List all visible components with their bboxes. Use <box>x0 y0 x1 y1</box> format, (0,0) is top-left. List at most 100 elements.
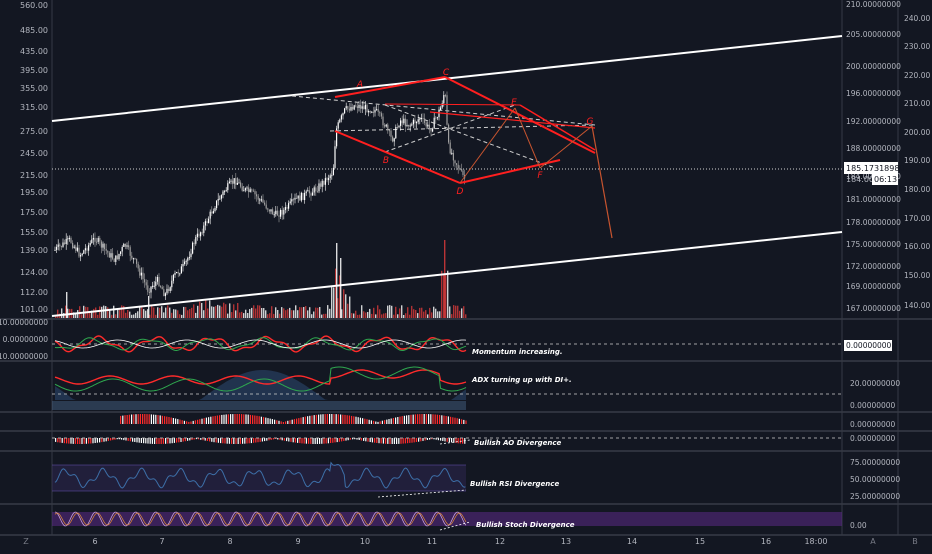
ao-bar-lower <box>191 438 193 440</box>
ao-bar-lower <box>404 438 406 444</box>
ao-bar <box>313 415 315 424</box>
candle-body <box>425 122 427 127</box>
svg-text:06:13: 06:13 <box>874 175 897 184</box>
candle-body <box>185 260 187 262</box>
ao-bar-lower <box>341 438 343 442</box>
candle-body <box>145 282 147 286</box>
ao-bar <box>271 419 273 424</box>
pattern-label-g: G <box>587 117 594 127</box>
ao-bar-lower <box>158 438 160 444</box>
ao-bar-lower <box>198 438 200 440</box>
corner-label-right-a[interactable]: A <box>870 537 876 546</box>
candle-body <box>259 199 261 201</box>
ao-bar <box>241 414 243 424</box>
ao-bar-lower <box>171 438 173 444</box>
right-a-tick-label: 205.00000000 <box>846 30 901 39</box>
ao-bar-lower <box>360 438 362 441</box>
volume-bar <box>241 311 243 318</box>
candle-body <box>408 124 410 127</box>
volume-bar <box>455 305 457 318</box>
volume-bar <box>261 308 263 318</box>
candle-body <box>360 105 362 109</box>
price-candles[interactable] <box>54 91 466 300</box>
harmonic-pattern[interactable] <box>334 76 613 239</box>
volume-bar <box>289 307 291 318</box>
candle-body <box>350 107 352 111</box>
right-b-tick-label: 150.00 <box>904 271 930 280</box>
ao-bar-lower <box>437 438 439 441</box>
ao-bar-lower <box>349 438 351 440</box>
ao-bar-lower <box>242 438 244 444</box>
indicator-panels[interactable]: 10.00000000 0.00000000 -10.00000000 0.00000… <box>0 318 900 531</box>
candle-body <box>244 188 246 191</box>
ao-bar-lower <box>294 438 296 443</box>
ao-bar <box>219 415 221 424</box>
ao-bar <box>249 414 251 424</box>
left-tick-label: 195.00 <box>20 188 48 197</box>
ao-bar <box>366 419 368 424</box>
ao-bar <box>304 416 306 424</box>
candle-body <box>256 194 258 197</box>
ao-bar <box>430 414 432 424</box>
corner-label-right-b[interactable]: B <box>912 537 918 546</box>
ao-bar-lower <box>239 438 241 444</box>
candle-body <box>315 187 317 192</box>
ao-bar <box>216 415 218 424</box>
ao-bar <box>267 418 269 424</box>
candle-body <box>222 191 224 196</box>
candle-body <box>340 115 342 120</box>
ao-bar-lower <box>283 438 285 441</box>
ao-bar-lower <box>343 438 345 441</box>
pattern-label-c: C <box>443 68 450 78</box>
ao-bar-lower <box>382 438 384 444</box>
volume-bar <box>217 304 219 318</box>
candle-body <box>353 105 355 110</box>
right-a-tick-label: 200.00000000 <box>846 62 901 71</box>
volume-bar <box>73 312 75 318</box>
ao-bar-lower <box>160 438 162 444</box>
volume-bar <box>225 304 227 318</box>
right-price-axis-b[interactable]: 240.00 230.00 220.00 210.00 200.00 190.00 180.… <box>904 14 930 310</box>
ao-bar <box>177 419 179 424</box>
candle-body <box>323 180 325 185</box>
candle-body <box>84 248 86 251</box>
candle-body <box>59 244 61 247</box>
candle-body <box>177 272 179 274</box>
right-price-axis-a[interactable]: 210.00000000 205.00000000 200.00000000 196.… <box>846 0 901 313</box>
ao-bar <box>353 416 355 424</box>
time-axis[interactable]: 6 7 8 9 10 11 12 13 14 15 16 18:00 <box>92 537 827 546</box>
volume-spike <box>148 296 150 318</box>
channel-lower-line[interactable] <box>51 231 843 317</box>
ao-bar <box>436 414 438 424</box>
momentum-annotation: Momentum increasing. <box>472 348 563 356</box>
volume-bar <box>91 310 93 318</box>
candle-body <box>398 125 400 128</box>
ao-bar-lower <box>250 438 252 444</box>
ao-bar <box>122 415 124 424</box>
candle-body <box>388 130 390 132</box>
left-tick-label: 124.00 <box>20 268 48 277</box>
volume-bar <box>249 309 251 318</box>
ao-bar-lower <box>235 438 237 444</box>
ao-bar <box>232 414 234 424</box>
candle-body <box>169 287 171 291</box>
volume-bar <box>363 311 365 318</box>
ao-bar-lower <box>224 438 226 444</box>
volume-bar <box>421 307 423 318</box>
candle-body <box>209 211 211 219</box>
ao-bar <box>461 419 463 424</box>
stoch-d-line <box>54 512 467 526</box>
candle-body <box>392 136 394 142</box>
volume-bar <box>403 315 405 318</box>
rsi-right-tick: 50.00000000 <box>850 475 900 484</box>
candle-body <box>214 208 216 212</box>
ao-bar-lower <box>55 438 57 442</box>
candle-body <box>232 180 234 184</box>
left-price-axis[interactable]: 560.00 485.00 435.00 395.00 355.00 315.00 275.… <box>20 1 48 314</box>
candle-body <box>225 190 227 192</box>
candle-body <box>379 111 381 114</box>
ao-bar <box>124 415 126 424</box>
volume-bar <box>349 296 351 318</box>
corner-label-left[interactable]: Z <box>23 537 29 546</box>
